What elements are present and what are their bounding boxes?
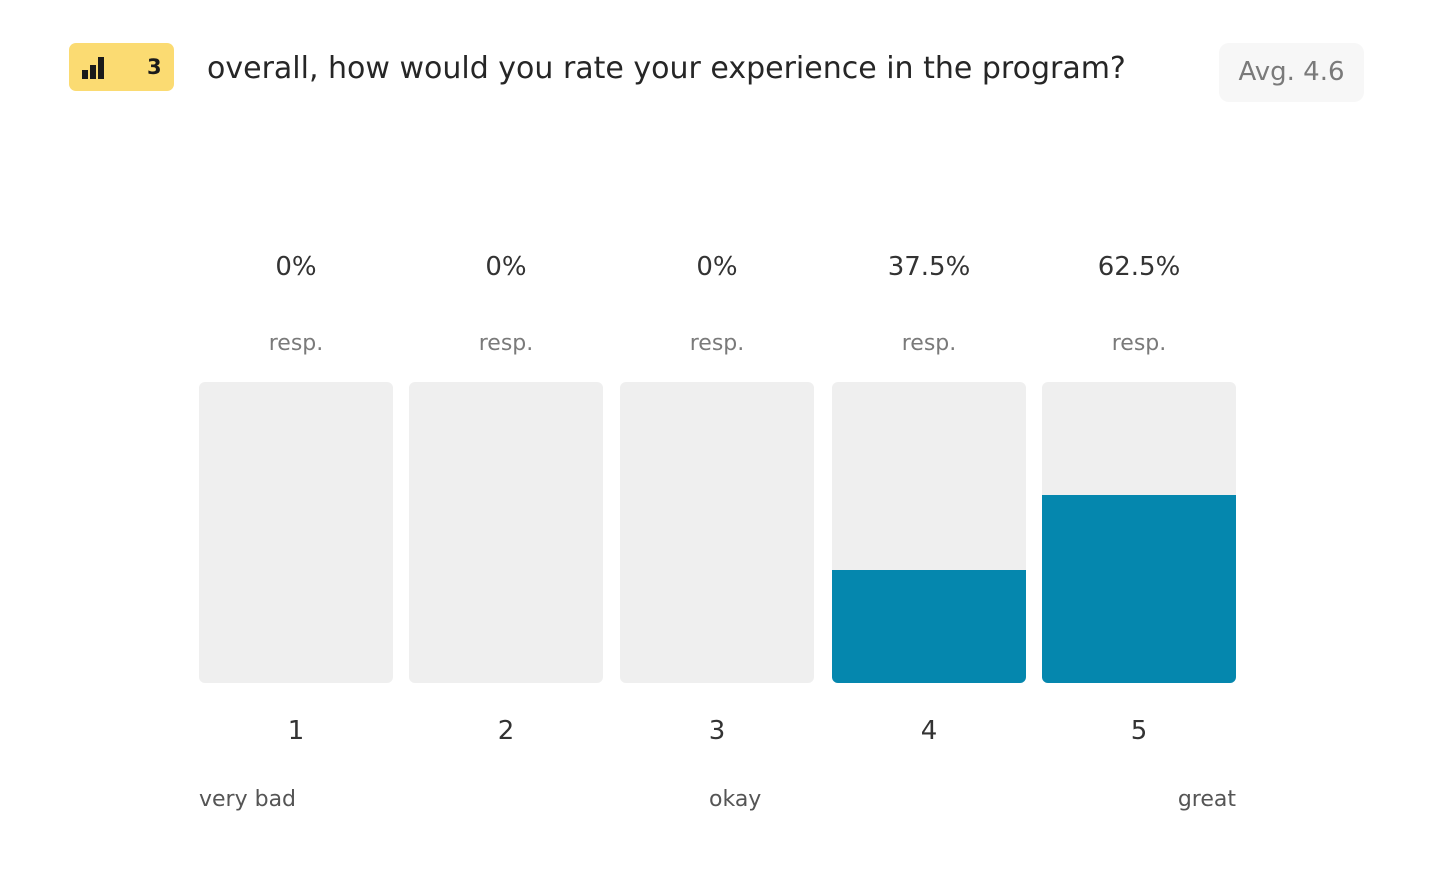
bar-percent-label: 0% bbox=[275, 252, 317, 282]
bar-category-label: 3 bbox=[708, 716, 726, 746]
bar-chart-icon bbox=[82, 57, 104, 79]
bar-track bbox=[199, 382, 393, 683]
bar-response-label: resp. bbox=[478, 331, 534, 356]
bar-percent-label: 0% bbox=[696, 252, 738, 282]
bar-category-label: 5 bbox=[1130, 716, 1148, 746]
bar-track bbox=[832, 382, 1026, 683]
average-score-badge: Avg. 4.6 bbox=[1219, 43, 1364, 102]
bar-percent-label: 37.5% bbox=[887, 252, 971, 282]
bar-category-label: 2 bbox=[497, 716, 515, 746]
bar-response-label: resp. bbox=[901, 331, 957, 356]
question-number: 3 bbox=[147, 55, 162, 79]
bar-track bbox=[409, 382, 603, 683]
bar-column-1: 0% resp. 1 bbox=[199, 0, 393, 882]
question-title: overall, how would you rate your experie… bbox=[207, 51, 1126, 86]
scale-label-low: very bad bbox=[199, 787, 297, 812]
bar-response-label: resp. bbox=[689, 331, 745, 356]
bar-response-label: resp. bbox=[268, 331, 324, 356]
scale-label-mid: okay bbox=[709, 787, 762, 812]
bar-response-label: resp. bbox=[1111, 331, 1167, 356]
bar-fill bbox=[1042, 494, 1236, 683]
bar-column-5: 62.5% resp. 5 bbox=[1042, 0, 1236, 882]
bar-fill bbox=[832, 570, 1026, 683]
bar-percent-label: 0% bbox=[485, 252, 527, 282]
bar-category-label: 4 bbox=[920, 716, 938, 746]
bar-track bbox=[1042, 382, 1236, 683]
question-number-badge: 3 bbox=[69, 43, 174, 91]
bar-track bbox=[620, 382, 814, 683]
bar-column-2: 0% resp. 2 bbox=[409, 0, 603, 882]
bar-column-4: 37.5% resp. 4 bbox=[832, 0, 1026, 882]
bar-column-3: 0% resp. 3 bbox=[620, 0, 814, 882]
bar-percent-label: 62.5% bbox=[1097, 252, 1181, 282]
bar-category-label: 1 bbox=[287, 716, 305, 746]
scale-label-high: great bbox=[1177, 787, 1236, 812]
